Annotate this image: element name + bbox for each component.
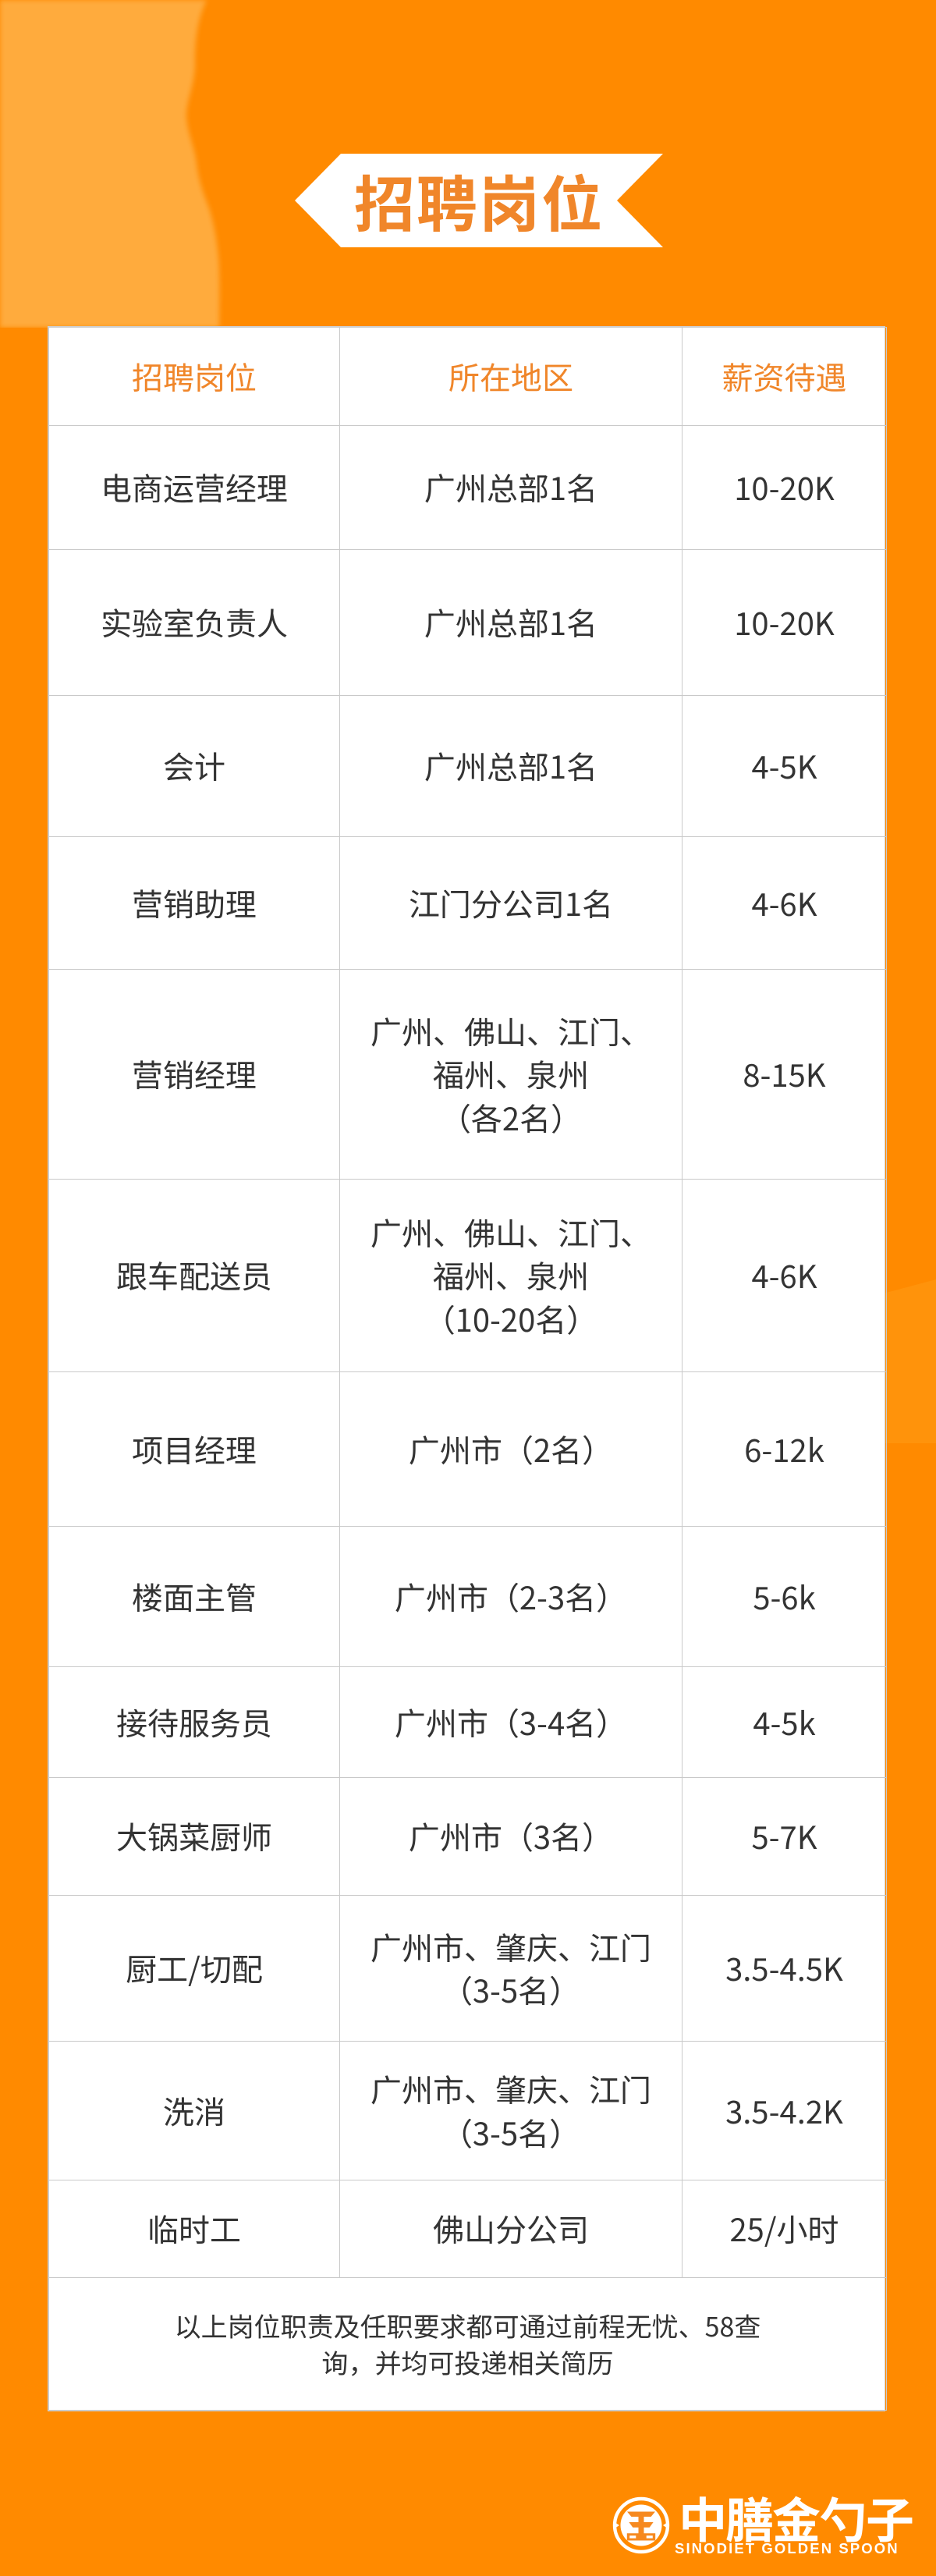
svg-text:SINODIET GOLDEN SPOON: SINODIET GOLDEN SPOON xyxy=(675,2540,899,2556)
